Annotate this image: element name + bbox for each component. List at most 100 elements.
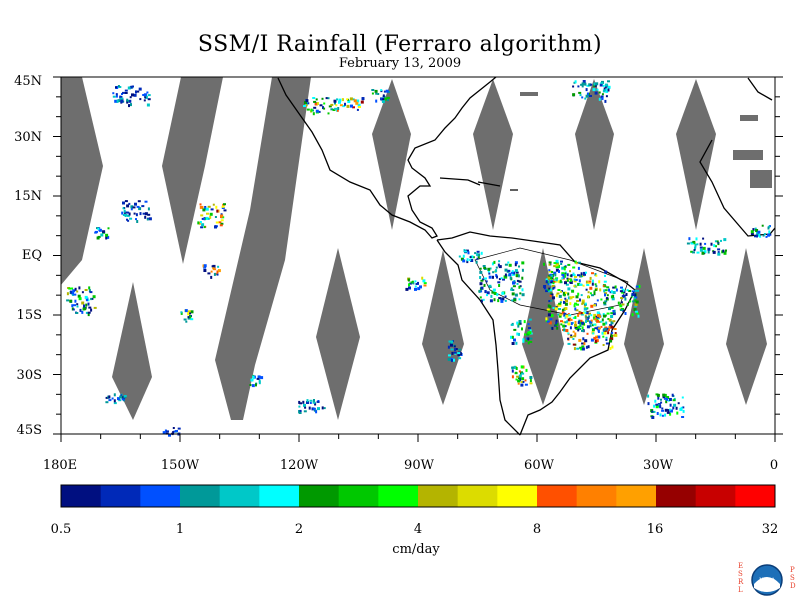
- rain-pixel: [203, 217, 206, 220]
- rain-pixel: [496, 275, 498, 279]
- lat-label-30n: 30N: [14, 130, 42, 145]
- rain-pixel: [555, 259, 559, 263]
- rain-pixel: [606, 297, 608, 300]
- rain-pixel: [596, 319, 600, 323]
- rain-pixel: [622, 308, 625, 312]
- rain-pixel: [450, 348, 454, 351]
- rain-pixel: [518, 280, 522, 283]
- rain-pixel: [556, 326, 559, 330]
- rain-pixel: [516, 375, 520, 378]
- rain-pixel: [561, 273, 565, 276]
- logo-letter-s2: S: [790, 574, 795, 582]
- rain-pixel: [453, 351, 457, 354]
- rain-pixel: [488, 286, 492, 288]
- colorbar-tick-8: 8: [532, 522, 542, 537]
- rain-pixel: [466, 258, 469, 262]
- rain-pixel: [72, 308, 75, 311]
- rain-pixel: [610, 295, 613, 299]
- rain-pixel: [634, 305, 638, 308]
- rain-pixel: [716, 240, 719, 243]
- rain-pixel: [87, 302, 90, 306]
- rain-pixel: [693, 249, 696, 252]
- rain-pixel: [573, 285, 576, 288]
- rain-pixel: [574, 315, 577, 319]
- rain-pixel: [518, 370, 521, 373]
- lat-label-15s: 15S: [16, 308, 42, 323]
- rain-pixel: [617, 301, 620, 305]
- rain-pixel: [572, 266, 576, 269]
- rain-pixel: [85, 303, 88, 307]
- rain-pixel: [474, 252, 477, 255]
- rain-pixel: [562, 291, 566, 295]
- rain-pixel: [105, 396, 109, 399]
- rain-pixel: [629, 300, 632, 303]
- colorbar-swatch: [418, 485, 459, 507]
- rain-pixel: [567, 322, 571, 326]
- rain-pixel: [495, 266, 498, 269]
- rain-pixel: [105, 401, 109, 404]
- rain-pixel: [555, 278, 558, 282]
- rain-pixel: [455, 348, 458, 350]
- swath-gap: [162, 77, 223, 264]
- rain-pixel: [587, 92, 589, 96]
- rain-pixel: [550, 293, 554, 296]
- rain-pixel: [330, 103, 334, 106]
- rain-pixel: [588, 83, 592, 87]
- rain-pixel: [579, 298, 581, 302]
- rain-pixel: [517, 274, 520, 278]
- rain-pixel: [137, 200, 141, 203]
- rain-pixel: [604, 285, 607, 288]
- rain-pixel: [587, 281, 591, 284]
- rain-pixel: [135, 90, 137, 94]
- rain-pixel: [146, 91, 149, 94]
- rain-pixel: [458, 357, 462, 360]
- rain-pixel: [124, 214, 127, 217]
- rain-pixel: [112, 95, 116, 98]
- rain-pixel: [210, 208, 214, 211]
- rain-pixel: [585, 316, 588, 319]
- rain-pixel: [113, 393, 116, 397]
- no-data-swaths: [61, 77, 767, 420]
- rain-pixel: [581, 321, 585, 325]
- colorbar-swatch: [735, 485, 776, 507]
- rain-pixel: [527, 341, 530, 345]
- rain-pixel: [604, 292, 608, 295]
- rain-pixel: [591, 272, 594, 275]
- rain-pixel: [205, 207, 209, 211]
- rain-pixel: [220, 219, 224, 222]
- rain-pixel: [589, 320, 593, 324]
- rain-pixel: [598, 314, 601, 318]
- rain-pixel: [605, 321, 608, 325]
- rain-pixel: [197, 221, 200, 225]
- rain-pixel: [549, 288, 553, 292]
- rain-pixel: [686, 242, 690, 245]
- rain-pixel: [600, 95, 604, 99]
- rain-pixel: [457, 352, 461, 355]
- rain-pixel: [88, 306, 92, 309]
- rain-pixel: [724, 250, 727, 253]
- rain-pixel: [669, 403, 672, 407]
- rain-pixel: [560, 290, 563, 293]
- rain-pixel: [615, 288, 618, 292]
- rain-pixel: [563, 294, 566, 297]
- rain-pixel: [601, 97, 604, 101]
- rain-pixel: [422, 279, 426, 283]
- rain-pixel: [574, 307, 577, 311]
- rain-pixel: [574, 260, 577, 264]
- rain-pixel: [570, 334, 573, 338]
- rain-pixel: [497, 281, 501, 284]
- rain-pixel: [341, 98, 344, 102]
- rain-pixel: [479, 296, 482, 299]
- rain-pixel: [100, 233, 104, 237]
- rain-pixel: [635, 285, 639, 288]
- rain-pixel: [381, 100, 385, 104]
- rain-pixel: [564, 291, 567, 294]
- rain-pixel: [126, 100, 130, 102]
- rain-pixel: [569, 302, 572, 306]
- rain-pixel: [590, 338, 594, 342]
- logo-letter-l: L: [738, 586, 743, 594]
- rain-pixel: [477, 256, 480, 259]
- rain-pixel: [173, 430, 176, 433]
- rain-pixel: [585, 312, 589, 315]
- rain-pixel: [217, 269, 221, 273]
